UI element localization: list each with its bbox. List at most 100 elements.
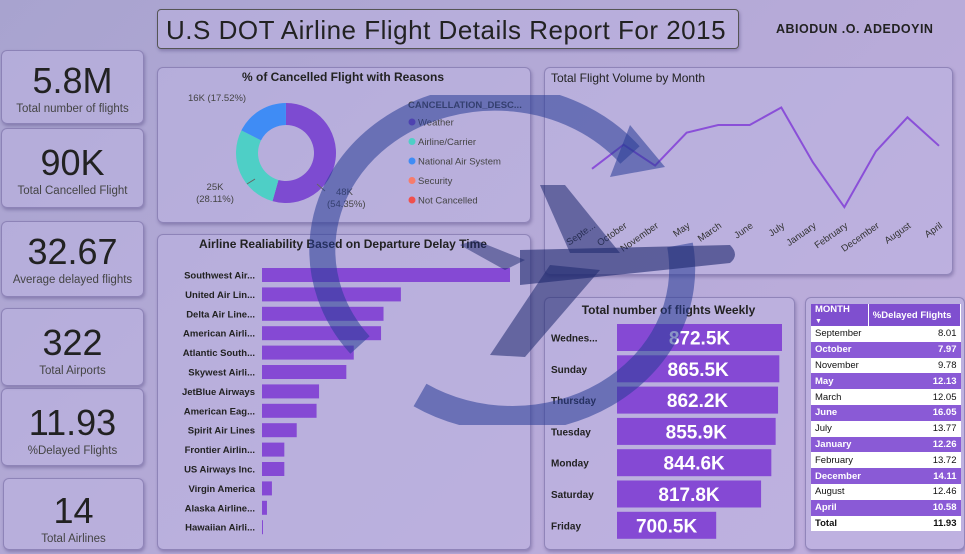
delayed-cell: 8.01 [868,326,961,342]
x-tick-label: August [883,220,914,246]
airline-bar[interactable] [262,365,347,379]
legend-item[interactable]: National Air System [418,157,501,168]
delayed-cell: 12.46 [868,483,961,500]
table-row[interactable]: October 7.97 [811,341,961,358]
weekday-bar-value: 844.6K [664,454,726,475]
legend-item[interactable]: Security [418,176,453,187]
airline-bar[interactable] [262,442,285,457]
kpi-card-total-flights[interactable]: 5.8M Total number of flights [1,50,144,124]
weekday-bar-value: 862.2K [667,391,729,412]
author-name: ABIODUN .O. ADEDOYIN [776,22,934,36]
weekday-label: Monday [551,459,589,470]
month-cell: August [811,483,869,500]
weekday-bar-value: 817.8K [658,485,720,506]
airline-bar[interactable] [262,520,263,535]
delayed-cell: 9.78 [868,357,961,374]
flight-volume-line[interactable] [591,106,940,210]
weekday-bar[interactable] [617,449,772,477]
total-value: 11.93 [868,515,961,532]
airline-label: Spirit Air Lines [188,426,255,437]
donut-legend-title: CANCELLATION_DESC... [408,100,522,111]
kpi-card-airports[interactable]: 322 Total Airports [1,308,144,386]
x-tick-label: Septe... [565,220,598,248]
legend-item[interactable]: Airline/Carrier [418,137,476,148]
kpi-label: Total Airports [39,364,106,377]
weekday-label: Wednes... [551,334,598,345]
delayed-cell: 12.26 [868,436,961,453]
table-header-delayed[interactable]: %Delayed Flights [868,304,962,326]
kpi-card-airlines[interactable]: 14 Total Airlines [3,478,144,550]
month-cell: May [811,373,869,390]
donut-label-weather-pct: (54.35%) [327,199,366,210]
delayed-cell: 14.11 [868,468,961,484]
legend-item[interactable]: Not Cancelled [418,196,478,207]
airline-bar[interactable] [262,384,320,399]
delayed-cell: 12.13 [868,373,961,390]
table-row[interactable]: February 13.72 [811,452,961,469]
airline-label: American Eag... [184,406,255,417]
x-tick-label: March [696,220,724,244]
kpi-label: Total Cancelled Flight [17,184,128,197]
table-row[interactable]: August 12.46 [811,483,961,500]
table-row[interactable]: March 12.05 [811,389,961,405]
airline-bar[interactable] [262,306,384,321]
kpi-value: 32.67 [27,231,118,272]
report-title: U.S DOT Airline Flight Details Report Fo… [157,9,739,49]
table-row[interactable]: January 12.26 [811,436,961,453]
airline-label: Delta Air Line... [186,309,255,320]
airline-bar[interactable] [262,287,401,302]
donut-label-carrier: 25K [207,182,225,193]
airline-bar[interactable] [262,500,267,515]
month-cell: December [811,468,869,484]
weekday-bar-value: 700.5K [636,516,698,537]
weekday-bar[interactable] [617,480,762,508]
table-row[interactable]: December 14.11 [811,468,961,484]
reliability-bar-chart: Southwest Air... United Air Lin... Delta A… [182,268,510,535]
donut-slice-2[interactable] [241,103,286,141]
airline-bar[interactable] [262,268,510,282]
x-tick-label: June [732,220,755,241]
donut-label-carrier-pct: (28.11%) [196,194,234,205]
airline-bar[interactable] [262,326,382,341]
month-cell: July [811,420,869,437]
airline-label: Alaska Airline... [185,503,255,514]
airline-bar[interactable] [262,403,317,418]
airline-label: Virgin America [188,484,255,495]
weekday-bar-value: 865.5K [668,360,730,381]
sort-down-icon[interactable]: ▼ [815,318,822,325]
kpi-value: 5.8M [32,60,113,101]
kpi-card-delayed-pct[interactable]: 11.93 %Delayed Flights [1,388,144,466]
weekday-bar-value: 855.9K [666,422,728,443]
kpi-label: Average delayed flights [12,273,133,286]
donut-slice-1[interactable] [236,130,279,202]
airline-label: American Airli... [183,329,255,340]
table-row[interactable]: June 16.05 [811,404,961,421]
airline-bar[interactable] [262,423,297,438]
weekday-label: Sunday [551,365,588,376]
table-row[interactable]: May 12.13 [811,373,961,390]
table-header-month[interactable]: MONTH ▼ [811,304,869,326]
month-cell: February [811,452,869,469]
legend-dot [408,177,416,184]
weekday-bar[interactable] [617,511,717,539]
table-row[interactable]: September 8.01 [811,326,961,342]
table-row[interactable]: July 13.77 [811,420,961,437]
legend-item[interactable]: Weather [418,118,454,129]
legend-dot [408,138,416,145]
month-cell: April [811,499,869,516]
month-cell: March [811,389,869,405]
airline-bar[interactable] [262,345,354,360]
kpi-card-cancelled[interactable]: 90K Total Cancelled Flight [1,128,144,208]
airline-bar[interactable] [262,462,285,476]
airline-label: Frontier Airlin... [185,445,255,456]
airline-label: Skywest Airli... [188,368,255,379]
table-row[interactable]: April 10.58 [811,499,961,516]
table-row[interactable]: November 9.78 [811,357,961,374]
airline-bar[interactable] [262,481,272,496]
airline-label: United Air Lin... [185,290,255,301]
kpi-card-avg-delayed[interactable]: 32.67 Average delayed flights [1,221,144,297]
x-tick-label: July [767,220,787,239]
airline-label: US Airways Inc. [184,465,255,476]
donut-leader [246,178,256,185]
month-cell: January [811,436,869,453]
